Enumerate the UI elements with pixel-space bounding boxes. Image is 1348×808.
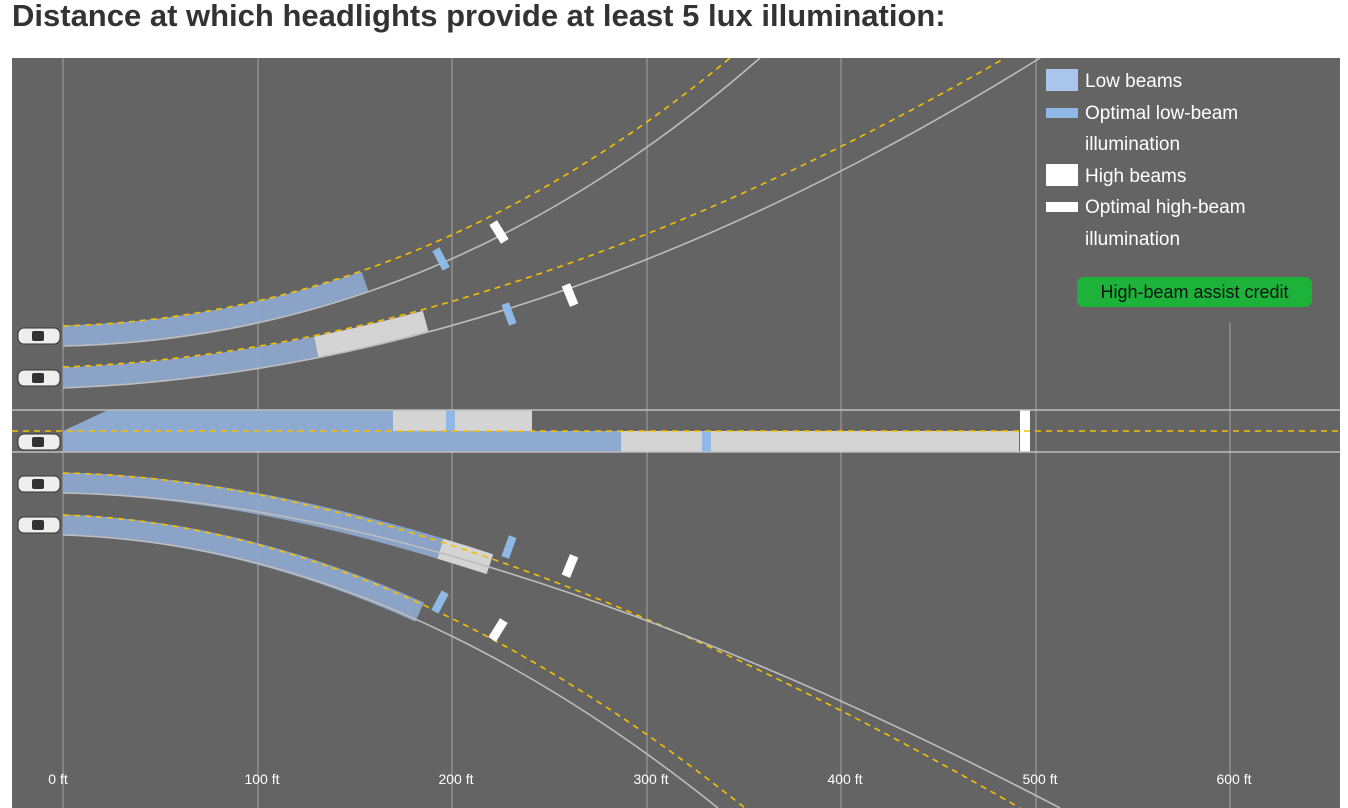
legend-item: Optimal low-beam illumination bbox=[1046, 98, 1286, 161]
optimal-low-marker bbox=[501, 302, 517, 326]
legend-label: Optimal high-beam illumination bbox=[1085, 197, 1246, 250]
low-beam bbox=[62, 514, 739, 808]
high-beam bbox=[621, 431, 1019, 452]
lane-line bbox=[62, 514, 746, 808]
axis-ticks: 0 ft 100 ft 200 ft 300 ft 400 ft 500 ft 600 ft bbox=[48, 771, 1251, 787]
optimal-low-marker bbox=[446, 410, 455, 431]
optimal-low-marker bbox=[501, 535, 517, 559]
lane-line bbox=[62, 472, 1021, 808]
optimal-low-marker bbox=[702, 431, 711, 452]
low-beam bbox=[62, 50, 752, 347]
legend-item: Optimal high-beam illumination bbox=[1046, 192, 1286, 255]
low-beam bbox=[63, 410, 393, 431]
tick-label: 600 ft bbox=[1216, 771, 1251, 787]
high-beam bbox=[393, 410, 532, 431]
optimal-high-marker bbox=[561, 283, 579, 307]
tick-label: 0 ft bbox=[48, 771, 68, 787]
optimal-low-marker bbox=[431, 590, 449, 614]
roads bbox=[62, 57, 1061, 808]
legend-item: Low beams bbox=[1046, 66, 1286, 98]
tick-label: 500 ft bbox=[1022, 771, 1057, 787]
low-beam bbox=[62, 49, 1028, 389]
car bbox=[17, 369, 61, 387]
title: Distance at which headlights provide at … bbox=[12, 0, 946, 33]
legend-label: High beams bbox=[1085, 165, 1187, 187]
car bbox=[17, 475, 61, 493]
road-edge bbox=[62, 57, 761, 347]
low-beam bbox=[62, 472, 1045, 808]
lane-line bbox=[62, 57, 731, 327]
lane-line bbox=[62, 57, 1006, 368]
optimal-high-marker bbox=[488, 618, 508, 642]
badge: High-beam assist credit bbox=[1077, 277, 1312, 307]
tick-label: 200 ft bbox=[438, 771, 473, 787]
legend-label: Optimal low-beam illumination bbox=[1085, 102, 1239, 156]
low-beam bbox=[63, 431, 621, 452]
tick-label: 400 ft bbox=[827, 771, 862, 787]
road-edge bbox=[62, 492, 1061, 808]
tick-label: 100 ft bbox=[244, 771, 279, 787]
optimal-high-marker bbox=[561, 554, 579, 578]
tick-label: 300 ft bbox=[633, 771, 668, 787]
markers bbox=[431, 220, 579, 642]
road-edge bbox=[62, 534, 719, 808]
car bbox=[17, 327, 61, 345]
legend-label: Low beams bbox=[1085, 71, 1183, 92]
legend-item: High beams bbox=[1046, 161, 1286, 193]
car bbox=[17, 433, 61, 451]
legend: Low beams Optimal low-beam illumination … bbox=[1046, 66, 1286, 256]
optimal-high-marker bbox=[489, 220, 509, 244]
cars bbox=[17, 327, 61, 534]
beams bbox=[62, 49, 1045, 808]
optimal-low-marker bbox=[432, 247, 450, 271]
road-edge bbox=[62, 57, 1041, 389]
car bbox=[17, 516, 61, 534]
straight-road bbox=[12, 409, 1340, 453]
